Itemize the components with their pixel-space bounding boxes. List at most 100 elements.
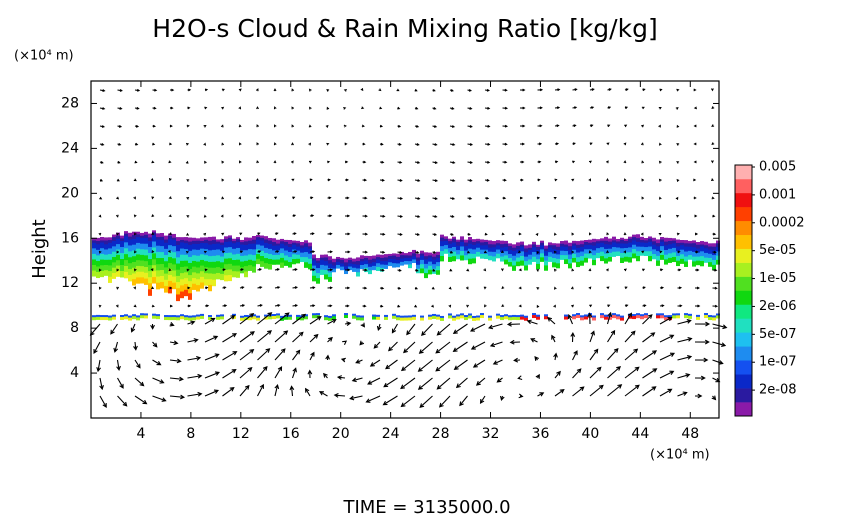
cloud-cell (104, 237, 108, 241)
cloud-cell (164, 285, 168, 293)
cloud-cell (480, 253, 484, 259)
wind-arrow (502, 160, 508, 164)
cloud-cell (276, 250, 280, 256)
wind-arrow (325, 354, 330, 361)
cloud-cell (412, 249, 416, 254)
wind-arrow (273, 106, 277, 110)
cloud-cell (492, 241, 496, 245)
cloud-cell (636, 251, 640, 257)
wind-arrow (484, 124, 491, 128)
wind-arrow (606, 214, 610, 218)
cloud-cell (344, 269, 348, 275)
cloud-cell (172, 276, 176, 284)
wind-arrow (710, 160, 714, 164)
cloud-cell (364, 264, 368, 269)
wind-arrow (570, 331, 576, 343)
cloud-cell (168, 257, 172, 264)
cloud-cell (572, 249, 576, 255)
cloud-cell (528, 247, 532, 251)
wind-arrow (414, 286, 419, 290)
y-tick-label: 16 (61, 230, 79, 246)
cloud-cell (304, 262, 308, 268)
cloud-cell (620, 237, 624, 241)
wind-arrow (388, 341, 398, 352)
cloud-cell (456, 314, 460, 318)
cloud-cell (360, 315, 364, 319)
cloud-cell (116, 238, 120, 245)
wind-arrow (344, 286, 351, 290)
wind-arrow (570, 196, 574, 200)
wind-arrow (588, 196, 592, 200)
cloud-cell (596, 241, 600, 244)
wind-arrow (133, 232, 137, 236)
cloud-cell (568, 258, 572, 264)
wind-arrow (537, 106, 543, 110)
cloud-cell (304, 314, 308, 318)
wind-arrow (431, 304, 434, 308)
cloud-cell (516, 249, 520, 254)
wind-arrow (467, 88, 472, 92)
cloud-cell (520, 244, 524, 248)
wind-arrow (187, 391, 203, 397)
cloud-cell (556, 246, 560, 251)
wind-arrow (553, 232, 557, 236)
cloud-cell (464, 246, 468, 252)
wind-arrow (113, 341, 119, 353)
cloud-cell (284, 314, 288, 318)
cloud-cell (152, 241, 156, 248)
cloud-cell (128, 232, 132, 238)
cloud-cell (576, 241, 580, 246)
cloud-cell (268, 258, 272, 265)
wind-arrow (483, 268, 487, 272)
cloud-cell (292, 259, 296, 265)
cloud-cell (176, 317, 180, 321)
wind-arrow (257, 330, 272, 343)
cloud-cell (608, 244, 612, 250)
cloud-cell (96, 255, 100, 262)
wind-arrow (414, 215, 421, 218)
cloud-cell (252, 260, 256, 267)
cloud-cell (176, 245, 180, 252)
cloud-cell (248, 259, 252, 266)
wind-arrow (484, 106, 491, 110)
cloud-cell (364, 257, 368, 261)
cloud-cell (564, 255, 568, 260)
cloud-cell (196, 267, 200, 274)
cloud-cell (536, 263, 540, 270)
wind-arrow (99, 377, 104, 391)
cloud-cell (308, 242, 312, 247)
cloud-cell (280, 253, 284, 259)
wind-arrow (152, 395, 167, 402)
cloud-cell (408, 257, 412, 262)
wind-arrow (436, 377, 451, 390)
wind-arrow (677, 373, 691, 379)
cloud-cell (512, 260, 516, 266)
wind-arrow (589, 348, 599, 361)
cloud-cell (448, 315, 452, 319)
wind-arrow (432, 143, 438, 146)
wind-arrow (134, 88, 141, 92)
wind-arrow (624, 106, 629, 110)
cloud-cell (112, 246, 116, 253)
cloud-cell (304, 316, 308, 320)
cloud-cell (504, 246, 508, 252)
wind-arrow (397, 268, 402, 272)
cloud-cell (356, 272, 360, 277)
wind-arrow (658, 232, 662, 236)
cloud-cell (100, 315, 104, 319)
wind-arrow (571, 268, 575, 272)
cloud-cell (212, 249, 216, 257)
cloud-cell (636, 241, 640, 248)
cloud-cell (548, 242, 552, 246)
cloud-cell (492, 244, 496, 248)
wind-arrow (221, 160, 225, 164)
cloud-cell (192, 283, 196, 290)
cloud-cell (416, 264, 420, 270)
cloud-cell (620, 243, 624, 249)
cloud-cell (676, 246, 680, 252)
cloud-cell (188, 317, 192, 321)
cloud-cell (524, 315, 528, 319)
wind-arrow (273, 142, 277, 146)
cloud-cell (384, 264, 388, 269)
cloud-field (92, 230, 720, 321)
